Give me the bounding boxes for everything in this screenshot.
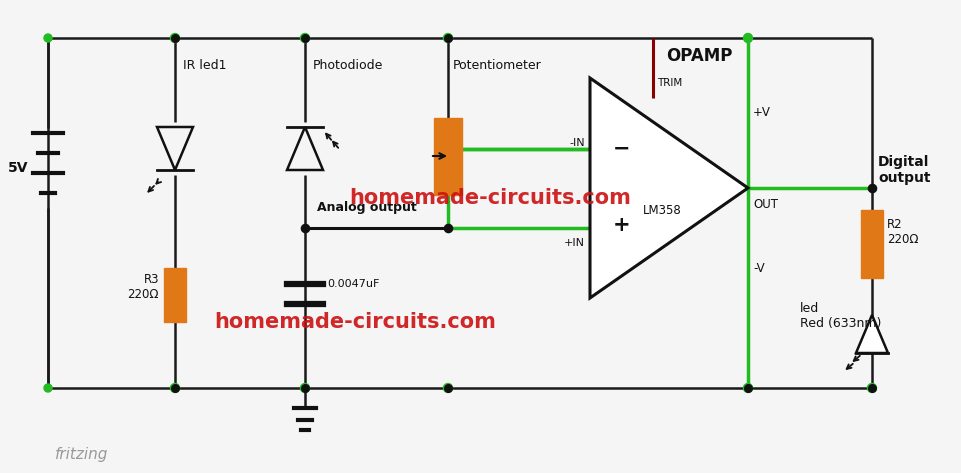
Text: fritzing: fritzing	[55, 447, 109, 463]
Circle shape	[301, 384, 309, 393]
Text: IR led1: IR led1	[183, 60, 227, 72]
Text: Potentiometer: Potentiometer	[453, 60, 542, 72]
Text: led
Red (633nm): led Red (633nm)	[800, 302, 881, 330]
Point	[740, 384, 755, 392]
Text: -IN: -IN	[569, 139, 585, 149]
Point	[864, 384, 879, 392]
Text: R2
220Ω: R2 220Ω	[887, 218, 919, 246]
Text: Photodiode: Photodiode	[313, 60, 383, 72]
Circle shape	[170, 34, 180, 43]
Text: 5V: 5V	[8, 161, 28, 175]
Point	[440, 224, 456, 232]
Text: −: −	[613, 139, 630, 158]
Text: OPAMP: OPAMP	[666, 47, 732, 65]
Circle shape	[170, 384, 180, 393]
Circle shape	[301, 34, 309, 43]
Point	[864, 184, 879, 192]
Text: Analog output: Analog output	[317, 201, 417, 214]
Polygon shape	[856, 315, 888, 353]
Circle shape	[868, 384, 876, 393]
Text: +V: +V	[753, 106, 771, 120]
Point	[440, 34, 456, 42]
Text: homemade-circuits.com: homemade-circuits.com	[214, 312, 496, 332]
Text: 0.0047uF: 0.0047uF	[327, 279, 380, 289]
Circle shape	[443, 384, 453, 393]
Text: homemade-circuits.com: homemade-circuits.com	[349, 188, 631, 208]
Text: +IN: +IN	[564, 238, 585, 248]
Circle shape	[44, 384, 52, 392]
Point	[167, 384, 183, 392]
Text: TRIM: TRIM	[657, 78, 682, 88]
Point	[297, 34, 312, 42]
Text: Digital
output: Digital output	[878, 155, 930, 185]
Text: -V: -V	[753, 262, 765, 274]
Circle shape	[744, 34, 752, 43]
Bar	[164, 268, 186, 322]
Text: R3
220Ω: R3 220Ω	[128, 273, 159, 301]
Circle shape	[744, 384, 752, 393]
Point	[167, 34, 183, 42]
Polygon shape	[590, 78, 748, 298]
Circle shape	[44, 34, 52, 42]
Point	[297, 224, 312, 232]
Circle shape	[443, 34, 453, 43]
Bar	[434, 118, 462, 195]
Point	[440, 384, 456, 392]
Text: OUT: OUT	[753, 198, 778, 210]
Bar	[861, 210, 883, 278]
Text: +: +	[613, 215, 630, 236]
Text: LM358: LM358	[643, 203, 681, 217]
Point	[297, 384, 312, 392]
